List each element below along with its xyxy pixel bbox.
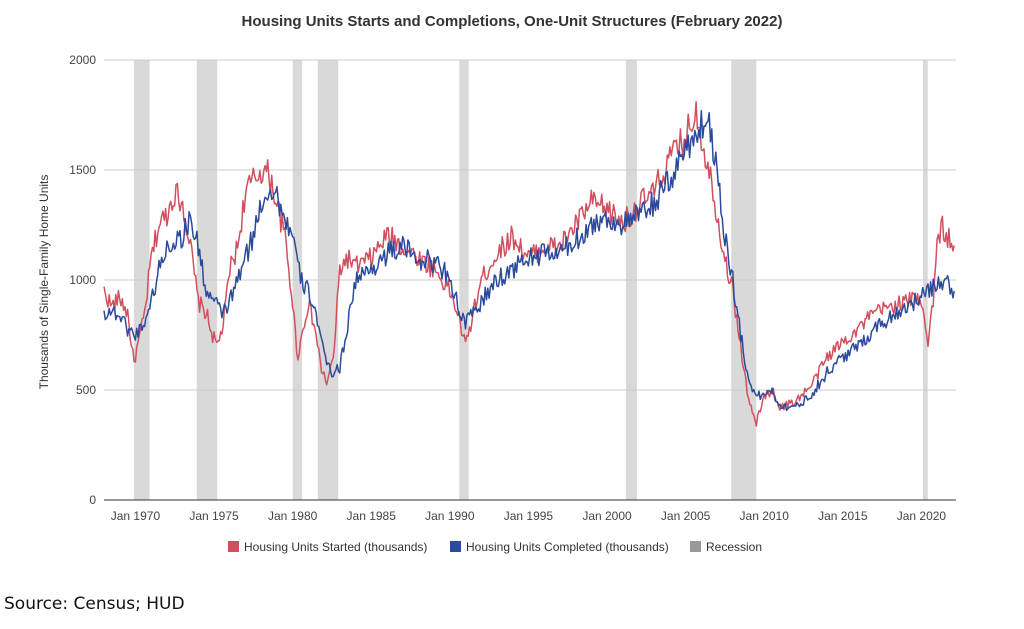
legend: Housing Units Started (thousands) Housin… — [228, 540, 762, 554]
y-tick-label-1000: 1000 — [69, 273, 96, 287]
gridlines — [104, 59, 956, 501]
x-tick-label-0: Jan 1970 — [111, 509, 161, 523]
source-note: Source: Census; HUD — [4, 594, 185, 614]
y-axis-ticks: 0 500 1000 1500 2000 — [69, 53, 96, 507]
legend-swatch-recession — [690, 541, 701, 552]
x-tick-label-5: Jan 1995 — [504, 509, 554, 523]
x-tick-label-10: Jan 2020 — [897, 509, 947, 523]
x-tick-label-6: Jan 2000 — [582, 509, 632, 523]
y-tick-label-0: 0 — [89, 493, 96, 507]
legend-label-recession: Recession — [706, 540, 762, 554]
x-tick-label-8: Jan 2010 — [740, 509, 790, 523]
x-tick-label-9: Jan 2015 — [818, 509, 868, 523]
chart-title: Housing Units Starts and Completions, On… — [242, 13, 783, 30]
y-tick-label-1500: 1500 — [69, 163, 96, 177]
legend-swatch-completed — [450, 541, 461, 552]
x-tick-label-3: Jan 1985 — [347, 509, 397, 523]
chart-container: Housing Units Starts and Completions, On… — [37, 13, 956, 554]
y-axis-label: Thousands of Single-Family Home Units — [37, 175, 51, 390]
y-tick-label-500: 500 — [76, 383, 96, 397]
series-line-0 — [103, 100, 955, 427]
x-tick-label-2: Jan 1980 — [268, 509, 318, 523]
x-axis-ticks: Jan 1970 Jan 1975 Jan 1980 Jan 1985 Jan 1990… — [111, 509, 947, 523]
legend-swatch-started — [228, 541, 239, 552]
y-tick-label-2000: 2000 — [69, 53, 96, 67]
series-line-1 — [103, 109, 955, 412]
x-tick-label-4: Jan 1990 — [425, 509, 475, 523]
line-chart: Housing Units Starts and Completions, On… — [37, 13, 956, 554]
legend-label-started: Housing Units Started (thousands) — [244, 540, 427, 554]
x-tick-label-1: Jan 1975 — [189, 509, 239, 523]
x-tick-label-7: Jan 2005 — [661, 509, 711, 523]
legend-label-completed: Housing Units Completed (thousands) — [466, 540, 669, 554]
series-lines — [103, 100, 955, 427]
